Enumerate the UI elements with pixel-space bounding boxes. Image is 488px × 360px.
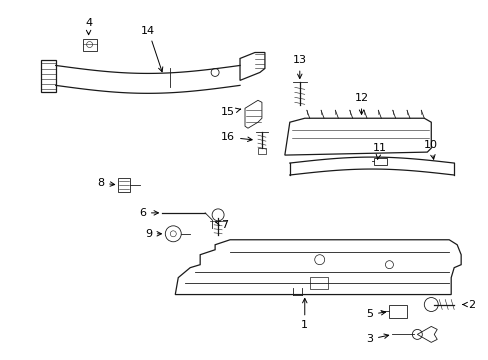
Text: 2: 2: [462, 300, 475, 310]
Text: 1: 1: [301, 298, 307, 330]
Text: 11: 11: [372, 143, 386, 159]
Text: 14: 14: [141, 26, 163, 72]
Text: 7: 7: [215, 220, 228, 230]
Text: 10: 10: [424, 140, 437, 159]
Text: 3: 3: [365, 334, 388, 345]
Text: 12: 12: [354, 93, 368, 114]
Text: 6: 6: [139, 208, 158, 218]
Text: 8: 8: [97, 178, 114, 188]
Text: 16: 16: [221, 132, 252, 142]
Text: 13: 13: [292, 55, 306, 78]
Text: 5: 5: [365, 310, 385, 319]
Text: 9: 9: [144, 229, 161, 239]
Text: 15: 15: [221, 107, 240, 117]
Text: 4: 4: [85, 18, 92, 35]
